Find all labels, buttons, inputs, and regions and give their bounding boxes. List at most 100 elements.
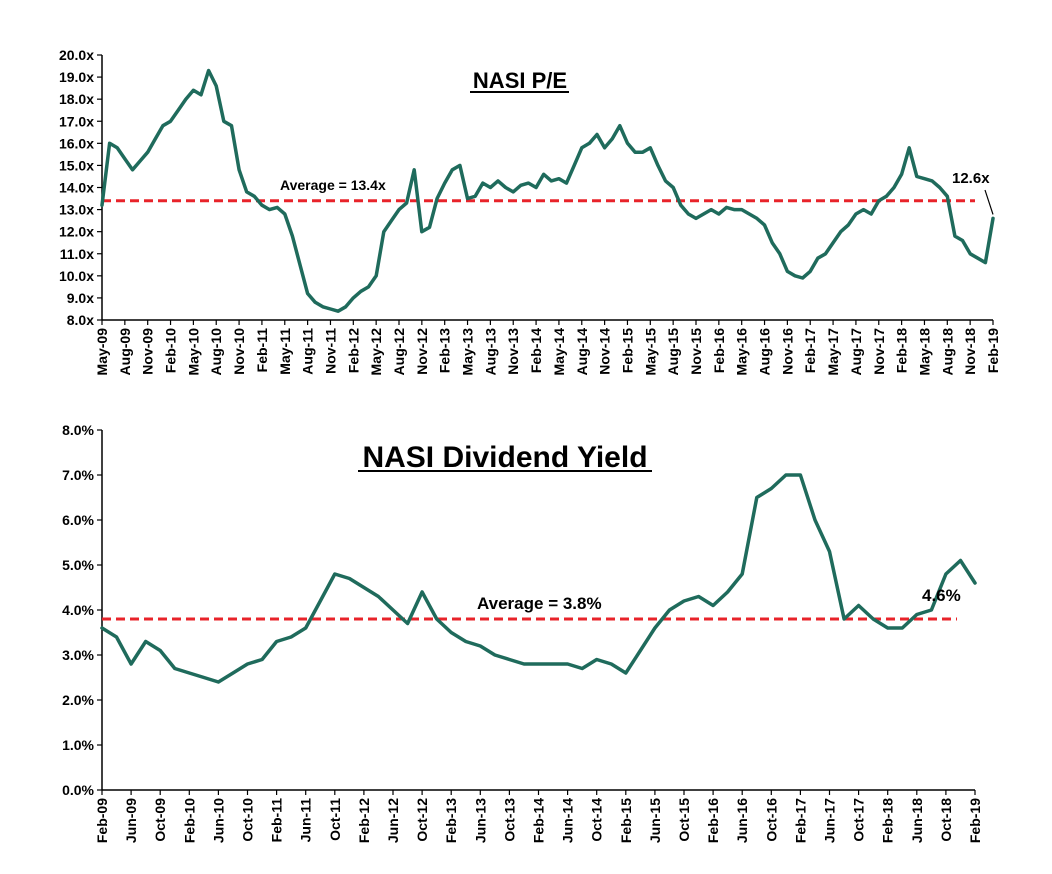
x-tick-label: Feb-16 xyxy=(711,328,727,373)
x-tick-label: Feb-19 xyxy=(967,798,983,843)
x-tick-label: Feb-19 xyxy=(985,328,1001,373)
x-tick-label: Nov-12 xyxy=(414,328,430,375)
y-tick-label: 4.0% xyxy=(62,602,94,618)
x-tick-label: Feb-12 xyxy=(356,798,372,843)
last-value-leader xyxy=(984,189,994,215)
x-tick-label: Feb-13 xyxy=(443,798,459,843)
x-tick-label: Oct-16 xyxy=(763,798,779,842)
x-tick-label: Jun-12 xyxy=(385,798,401,843)
x-tick-label: Feb-10 xyxy=(163,328,179,373)
last-value-label: 4.6% xyxy=(922,586,961,605)
x-tick-label: Jun-10 xyxy=(210,798,226,843)
x-tick-label: Aug-14 xyxy=(574,328,590,376)
x-tick-label: Aug-10 xyxy=(208,328,224,376)
series-line xyxy=(100,473,977,684)
x-tick-label: May-16 xyxy=(734,328,750,376)
series-line xyxy=(100,68,995,313)
x-tick-label: Nov-16 xyxy=(779,328,795,375)
x-tick-label: Oct-12 xyxy=(414,798,430,842)
y-tick-label: 14.0x xyxy=(59,180,94,196)
x-tick-label: May-13 xyxy=(460,328,476,376)
x-tick-label: Aug-09 xyxy=(117,328,133,376)
x-tick-label: Feb-12 xyxy=(345,328,361,373)
x-tick-label: May-11 xyxy=(277,328,293,375)
x-tick-label: Aug-18 xyxy=(939,328,955,376)
x-tick-label: Oct-09 xyxy=(152,798,168,842)
y-tick-label: 2.0% xyxy=(62,692,94,708)
x-tick-label: Aug-15 xyxy=(665,328,681,376)
x-tick-label: Feb-15 xyxy=(619,328,635,373)
x-tick-label: Oct-18 xyxy=(938,798,954,842)
y-tick-label: 3.0% xyxy=(62,647,94,663)
x-tick-label: Feb-16 xyxy=(705,798,721,843)
x-tick-label: Oct-10 xyxy=(240,798,256,842)
x-tick-label: Aug-16 xyxy=(757,328,773,376)
x-tick-label: Jun-16 xyxy=(734,798,750,843)
y-tick-label: 8.0% xyxy=(62,422,94,438)
x-tick-label: Feb-09 xyxy=(94,798,110,843)
x-tick-label: Feb-17 xyxy=(792,798,808,843)
x-tick-label: Nov-09 xyxy=(140,328,156,375)
x-tick-label: Nov-18 xyxy=(962,328,978,375)
x-tick-label: Feb-17 xyxy=(802,328,818,373)
average-label: Average = 3.8% xyxy=(477,594,602,613)
x-tick-label: Feb-14 xyxy=(531,798,547,843)
x-tick-label: Oct-11 xyxy=(327,798,343,841)
x-tick-label: Aug-17 xyxy=(848,328,864,376)
x-tick-label: Jun-11 xyxy=(298,798,314,843)
x-tick-label: Aug-11 xyxy=(300,328,316,375)
x-tick-label: Jun-17 xyxy=(822,798,838,843)
y-tick-label: 13.0x xyxy=(59,202,94,218)
y-tick-label: 19.0x xyxy=(59,69,94,85)
y-tick-label: 18.0x xyxy=(59,91,94,107)
x-tick-label: Feb-14 xyxy=(528,328,544,373)
x-tick-label: Feb-11 xyxy=(269,798,285,843)
x-tick-label: May-15 xyxy=(642,328,658,376)
chart-1: 8.0x 9.0x 10.0x 11.0x 12.0x 13.0x 14.0x 15.0x 16… xyxy=(59,47,1001,375)
x-tick-label: Nov-11 xyxy=(322,328,338,374)
x-tick-label: Nov-15 xyxy=(688,328,704,375)
y-tick-label: 17.0x xyxy=(59,113,94,129)
x-tick-label: May-14 xyxy=(551,328,567,376)
x-tick-label: Nov-10 xyxy=(231,328,247,375)
y-tick-label: 6.0% xyxy=(62,512,94,528)
x-tick-label: Feb-18 xyxy=(894,328,910,373)
y-tick-label: 11.0x xyxy=(60,246,94,262)
x-tick-label: Aug-12 xyxy=(391,328,407,376)
x-tick-label: Feb-10 xyxy=(181,798,197,843)
x-tick-label: Oct-13 xyxy=(501,798,517,842)
x-tick-label: May-18 xyxy=(916,328,932,376)
x-tick-label: Nov-14 xyxy=(597,328,613,375)
x-tick-label: May-09 xyxy=(94,328,110,376)
x-tick-label: Nov-17 xyxy=(871,328,887,375)
y-tick-label: 16.0x xyxy=(59,135,94,151)
x-tick-label: Jun-15 xyxy=(647,798,663,843)
x-tick-label: Jun-13 xyxy=(472,798,488,843)
x-tick-label: May-10 xyxy=(185,328,201,376)
x-tick-label: Jun-18 xyxy=(909,798,925,843)
x-tick-label: Feb-18 xyxy=(880,798,896,843)
x-tick-label: Oct-17 xyxy=(851,798,867,842)
x-tick-label: Nov-13 xyxy=(505,328,521,375)
y-tick-label: 5.0% xyxy=(62,557,94,573)
y-tick-label: 0.0% xyxy=(62,782,94,798)
x-tick-label: Feb-15 xyxy=(618,798,634,843)
average-label: Average = 13.4x xyxy=(280,177,386,193)
y-tick-label: 20.0x xyxy=(59,47,94,63)
chart-2: 0.0% 1.0% 2.0% 3.0% 4.0% 5.0% 6.0% 7.0% 8.0% Feb-… xyxy=(62,422,983,843)
x-tick-label: Oct-14 xyxy=(589,798,605,842)
y-tick-label: 7.0% xyxy=(62,467,94,483)
y-tick-label: 9.0x xyxy=(67,290,94,306)
y-tick-label: 15.0x xyxy=(59,157,94,173)
x-tick-label: Feb-13 xyxy=(437,328,453,373)
x-tick-label: Feb-11 xyxy=(254,328,270,373)
x-tick-label: Jun-14 xyxy=(560,798,576,843)
x-tick-label: May-17 xyxy=(825,328,841,376)
y-tick-label: 10.0x xyxy=(59,268,94,284)
y-tick-label: 1.0% xyxy=(62,737,94,753)
x-tick-label: May-12 xyxy=(368,328,384,376)
last-value-label: 12.6x xyxy=(952,170,990,187)
chart-title: NASI Dividend Yield xyxy=(362,441,647,474)
